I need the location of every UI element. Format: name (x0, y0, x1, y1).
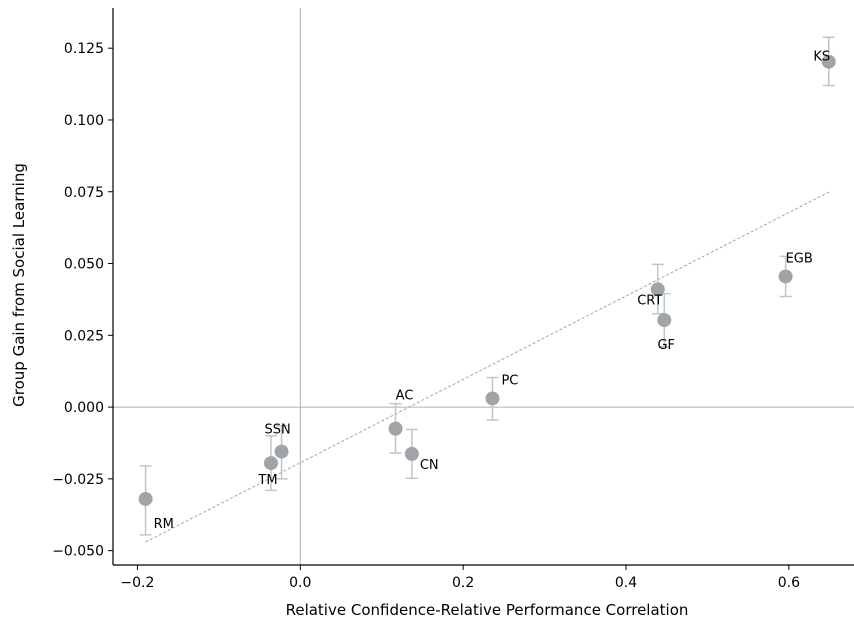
point-label-gf: GF (657, 338, 675, 353)
data-point-egb (778, 269, 793, 284)
data-point-gf (657, 313, 672, 328)
y-tick-label: 0.025 (64, 328, 104, 344)
data-point-tm (263, 456, 278, 471)
x-tick-label: 0.2 (452, 575, 474, 591)
trend-line (145, 191, 830, 543)
y-tick-label: 0.000 (64, 400, 104, 416)
y-tick-label: 0.100 (64, 113, 104, 129)
point-label-ks: KS (813, 50, 830, 65)
reference-lines (113, 8, 854, 565)
data-point-cn (404, 446, 419, 461)
point-label-egb: EGB (786, 251, 813, 266)
x-tick-label: −0.2 (120, 575, 154, 591)
x-axis-title: Relative Confidence-Relative Performance… (286, 601, 689, 619)
x-tick-label: 0.4 (615, 575, 637, 591)
y-axis-ticks: −0.050 −0.025 0.000 0.025 0.050 0.075 0.100 0.1… (52, 41, 113, 560)
point-label-rm: RM (154, 517, 174, 532)
trend-line-group (145, 191, 830, 543)
point-label-ac: AC (396, 389, 414, 404)
point-label-ssn: SSN (264, 423, 290, 438)
point-label-pc: PC (501, 373, 518, 388)
point-label-cn: CN (420, 458, 439, 473)
data-point-ac (388, 421, 403, 436)
point-labels: RM TM SSN AC CN PC CRT GF EGB KS (154, 50, 831, 532)
x-tick-label: 0.6 (778, 575, 800, 591)
data-points (138, 54, 836, 506)
data-point-pc (485, 391, 500, 406)
point-label-crt: CRT (637, 293, 662, 308)
y-tick-label: −0.050 (52, 544, 104, 560)
y-tick-label: −0.025 (52, 472, 104, 488)
y-tick-label: 0.050 (64, 257, 104, 273)
y-tick-label: 0.075 (64, 185, 104, 201)
y-axis-title: Group Gain from Social Learning (10, 163, 28, 407)
x-tick-label: 0.0 (289, 575, 311, 591)
point-label-tm: TM (257, 473, 277, 488)
error-bars (139, 36, 835, 536)
y-tick-label: 0.125 (64, 41, 104, 57)
x-axis-ticks: −0.2 0.0 0.2 0.4 0.6 (120, 565, 800, 591)
data-point-ssn (274, 444, 289, 459)
data-point-ks (821, 54, 836, 69)
axes (112, 8, 854, 566)
data-point-crt (650, 282, 665, 297)
data-point-rm (138, 491, 153, 506)
